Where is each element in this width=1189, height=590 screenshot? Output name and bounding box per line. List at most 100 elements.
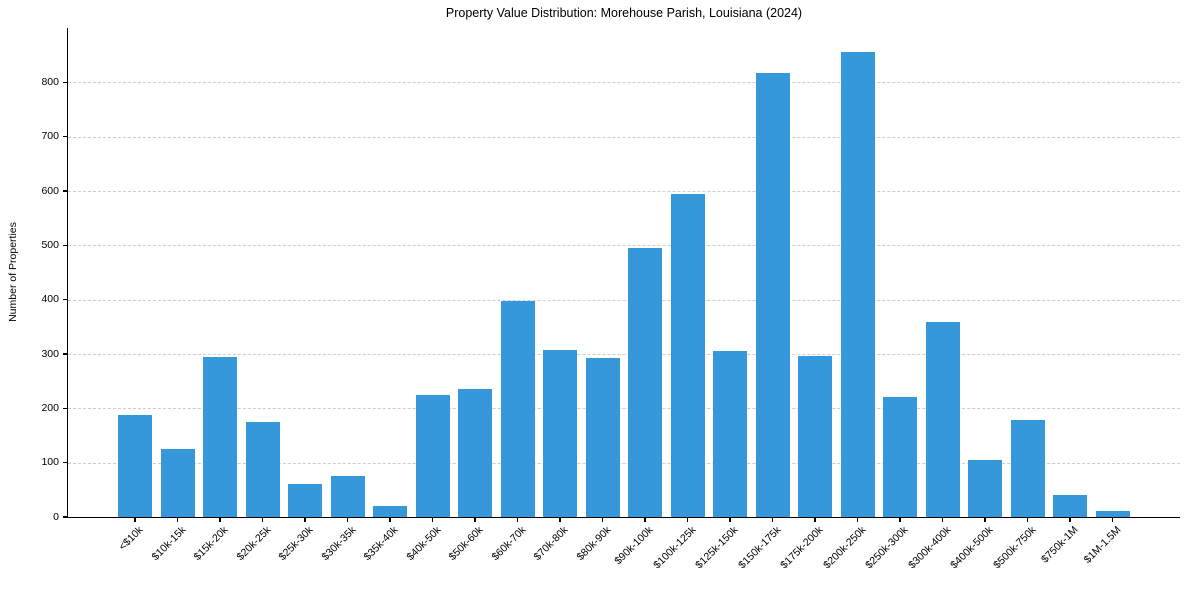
x-tick-label: $50k-60k	[446, 524, 486, 564]
bar-$10k-15k	[160, 448, 195, 517]
bar-$25k-30k	[288, 484, 322, 517]
chart-title: Property Value Distribution: Morehouse P…	[445, 6, 803, 20]
y-axis-label: Number of Properties	[7, 222, 19, 322]
x-tick-label: $125k-150k	[693, 524, 741, 572]
y-tick-mark	[63, 516, 68, 518]
bar-$40k-50k	[415, 395, 450, 517]
y-tick-label: 700	[41, 130, 59, 143]
x-tick-mark	[389, 517, 391, 522]
bar-$750k-1M	[1053, 495, 1087, 517]
bar-$50k-60k	[458, 388, 492, 517]
y-tick-mark	[63, 298, 68, 301]
x-tick-mark	[644, 517, 646, 522]
x-tick-label: $750k-1M	[1038, 524, 1081, 566]
x-tick-label: $80k-90k	[573, 524, 613, 564]
x-tick-mark	[559, 517, 561, 522]
bar-$150k-175k	[755, 72, 790, 517]
y-tick-mark	[63, 190, 68, 192]
x-tick-mark	[176, 517, 179, 522]
x-tick-mark	[856, 517, 859, 522]
x-tick-mark	[771, 517, 774, 522]
x-tick-label: $60k-70k	[488, 524, 528, 564]
x-tick-label: $90k-100k	[612, 524, 656, 568]
x-tick-mark	[686, 517, 689, 522]
bar-$70k-80k	[543, 349, 577, 517]
bar-$250k-300k	[883, 396, 917, 517]
x-tick-mark	[516, 517, 519, 522]
x-tick-label: $40k-50k	[403, 524, 443, 564]
gridline	[68, 191, 1180, 192]
x-tick-mark	[219, 517, 221, 522]
bar-$300k-400k	[925, 322, 960, 517]
bar-$400k-500k	[968, 460, 1002, 517]
x-tick-mark	[729, 517, 731, 522]
bar-$100k-125k	[670, 193, 705, 517]
x-tick-mark	[1069, 517, 1071, 522]
x-tick-mark	[304, 517, 306, 522]
x-tick-label: $175k-200k	[778, 524, 826, 572]
bar-$500k-750k	[1010, 419, 1045, 517]
x-tick-mark	[984, 517, 986, 522]
y-axis-spine	[66, 28, 68, 518]
x-tick-label: $70k-80k	[531, 524, 571, 564]
plot-area	[68, 28, 1180, 517]
x-tick-label: $500k-750k	[990, 524, 1038, 572]
x-tick-label: $25k-30k	[276, 524, 316, 564]
x-tick-label: $200k-250k	[820, 524, 868, 572]
x-tick-mark	[1026, 517, 1029, 522]
gridline	[68, 136, 1180, 138]
x-tick-mark	[261, 517, 264, 522]
y-tick-mark	[63, 353, 68, 355]
bar-$80k-90k	[585, 357, 620, 517]
bar-$35k-40k	[373, 506, 407, 517]
x-tick-mark	[1111, 517, 1114, 522]
x-tick-label: $300k-400k	[905, 524, 953, 572]
x-tick-label: $35k-40k	[361, 524, 401, 564]
x-tick-label: $15k-20k	[191, 524, 231, 564]
y-tick-mark	[63, 135, 68, 138]
gridline	[68, 354, 1180, 355]
bar-$175k-200k	[798, 355, 832, 517]
bar-$30k-35k	[330, 475, 365, 517]
bar-$1M-1.5M	[1095, 511, 1130, 517]
x-tick-mark	[474, 517, 476, 522]
x-axis-spine	[66, 516, 1180, 518]
y-tick-label: 500	[41, 238, 59, 251]
x-tick-label: $1M-1.5M	[1081, 524, 1123, 566]
bar-$15k-20k	[203, 356, 237, 517]
y-tick-label: 400	[41, 293, 59, 306]
x-tick-mark	[899, 517, 901, 522]
y-tick-mark	[63, 461, 68, 464]
x-tick-mark	[814, 517, 816, 522]
gridline	[68, 299, 1180, 301]
bar-$60k-70k	[500, 300, 535, 517]
bar-$200k-250k	[840, 52, 875, 517]
y-tick-label: 300	[41, 347, 59, 360]
x-tick-label: <$10k	[116, 524, 146, 553]
x-tick-mark	[134, 517, 136, 522]
y-tick-mark	[63, 244, 68, 247]
bar-$20k-25k	[245, 421, 280, 517]
bar-<$10k	[118, 414, 152, 517]
y-tick-label: 600	[41, 184, 59, 197]
bar-$125k-150k	[713, 350, 747, 517]
y-tick-mark	[63, 81, 68, 84]
x-tick-label: $10k-15k	[148, 524, 188, 564]
x-tick-mark	[346, 517, 349, 522]
y-tick-label: 800	[41, 75, 59, 88]
y-tick-label: 0	[53, 510, 59, 523]
y-tick-label: 100	[41, 456, 59, 469]
gridline	[68, 82, 1180, 84]
x-tick-mark	[431, 517, 434, 522]
bar-$90k-100k	[628, 247, 662, 517]
y-tick-label: 200	[41, 401, 59, 414]
x-tick-label: $30k-35k	[318, 524, 358, 564]
y-tick-mark	[63, 407, 68, 410]
gridline	[68, 462, 1180, 464]
gridline	[68, 245, 1180, 247]
x-tick-label: $400k-500k	[948, 524, 996, 572]
x-tick-mark	[601, 517, 604, 522]
x-tick-label: $150k-175k	[735, 524, 783, 572]
x-tick-label: $250k-300k	[863, 524, 911, 572]
